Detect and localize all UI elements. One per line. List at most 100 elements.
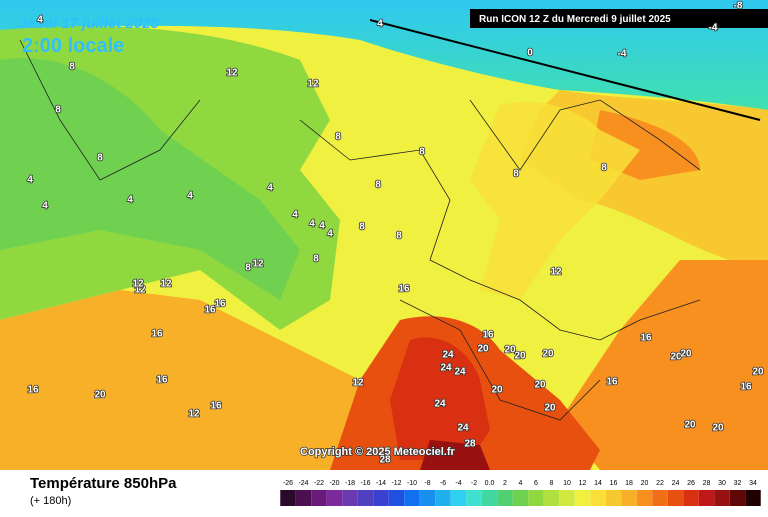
contour-label: 20 xyxy=(670,352,682,363)
color-swatch xyxy=(714,490,730,506)
contour-label: 0 xyxy=(527,48,533,59)
run-info: Run ICON 12 Z du Mercredi 9 juillet 2025 xyxy=(479,14,671,25)
color-swatch xyxy=(698,490,715,506)
contour-label: 16 xyxy=(606,377,618,388)
contour-label: 28 xyxy=(464,439,476,450)
contour-label: 12 xyxy=(252,259,264,270)
contour-label: 4 xyxy=(37,15,43,26)
color-swatch xyxy=(745,490,761,506)
contour-label: 12 xyxy=(550,267,562,278)
color-swatch xyxy=(528,490,544,506)
color-swatch xyxy=(357,490,374,506)
colorbar-label: -24 xyxy=(298,480,308,487)
colorbar-label: -8 xyxy=(424,480,430,487)
contour-label: 20 xyxy=(712,423,724,434)
color-swatch xyxy=(481,490,498,506)
contour-label: 20 xyxy=(544,403,556,414)
contour-label: 24 xyxy=(440,363,452,374)
contour-label: 16 xyxy=(640,333,652,344)
footer-subtitle: (+ 180h) xyxy=(30,495,71,507)
contour-label: 16 xyxy=(156,375,168,386)
contour-label: 12 xyxy=(134,285,146,296)
contour-label: 20 xyxy=(684,420,696,431)
contour-label: 4 xyxy=(27,175,33,186)
color-swatch xyxy=(621,490,637,506)
contour-label: 4 xyxy=(127,195,133,206)
contour-label: 20 xyxy=(94,390,106,401)
contour-label: 8 xyxy=(69,62,75,73)
colorbar-label: 32 xyxy=(734,480,742,487)
colorbar-label: -22 xyxy=(314,480,324,487)
colorbar-label: 26 xyxy=(687,480,695,487)
contour-label: -4 xyxy=(709,23,718,34)
contour-label: 12 xyxy=(160,279,172,290)
contour-label: 20 xyxy=(680,349,692,360)
colorbar-label: -2 xyxy=(471,480,477,487)
color-swatch xyxy=(497,490,513,506)
color-swatch xyxy=(311,490,327,506)
color-swatch xyxy=(559,490,575,506)
contour-label: 8 xyxy=(601,163,607,174)
color-swatch xyxy=(280,490,296,506)
contour-label: 24 xyxy=(442,350,454,361)
color-swatch xyxy=(373,490,389,506)
contour-label: 12 xyxy=(132,279,144,290)
color-swatch xyxy=(652,490,668,506)
contour-label: 8 xyxy=(359,222,365,233)
colorbar-label: 34 xyxy=(749,480,757,487)
color-swatch xyxy=(466,490,482,506)
contour-label: -4 xyxy=(618,49,627,60)
colorbar-label: 28 xyxy=(703,480,711,487)
colorbar-label: 10 xyxy=(563,480,571,487)
contour-label: 8 xyxy=(313,254,319,265)
colorbar-label: -18 xyxy=(345,480,355,487)
contour-label: 20 xyxy=(514,351,526,362)
contour-label: 20 xyxy=(542,349,554,360)
contour-label: 8 xyxy=(396,231,402,242)
contour-label: 8 xyxy=(97,153,103,164)
colorbar-label: -20 xyxy=(329,480,339,487)
contour-label: 20 xyxy=(477,344,489,355)
colorbar-label: -10 xyxy=(407,480,417,487)
color-swatch xyxy=(729,490,746,506)
contour-label: 20 xyxy=(504,345,516,356)
color-swatch xyxy=(435,490,451,506)
contour-label: 8 xyxy=(419,147,425,158)
colorbar-label: 16 xyxy=(610,480,618,487)
colorbar-label: 14 xyxy=(594,480,602,487)
contour-label: 4 xyxy=(42,201,48,212)
contour-label: 16 xyxy=(210,401,222,412)
contour-label: 16 xyxy=(740,382,752,393)
contour-label: 24 xyxy=(457,423,469,434)
colorbar-label: 30 xyxy=(718,480,726,487)
colorbar-label: -14 xyxy=(376,480,386,487)
contour-label: 16 xyxy=(27,385,39,396)
contour-label: 24 xyxy=(454,367,466,378)
contour-label: 8 xyxy=(245,263,251,274)
colorbar-label: 24 xyxy=(672,480,680,487)
contour-label: 8 xyxy=(55,105,61,116)
color-swatch xyxy=(419,490,436,506)
color-swatch xyxy=(342,490,358,506)
contour-label: 8 xyxy=(513,169,519,180)
contour-label: 4 xyxy=(292,210,298,221)
forecast-date: Jeudi 17 juillet 2025 xyxy=(18,15,160,32)
colorbar-label: 6 xyxy=(534,480,538,487)
colorbar-label: -12 xyxy=(391,480,401,487)
map-field xyxy=(0,0,768,470)
colorbar-label: 2 xyxy=(503,480,507,487)
colorbar-label: -6 xyxy=(440,480,446,487)
contour-label: 4 xyxy=(309,219,315,230)
color-swatch xyxy=(543,490,560,506)
colorbar-label: 0.0 xyxy=(485,480,495,487)
contour-label: 12 xyxy=(188,409,200,420)
contour-label: 20 xyxy=(491,385,503,396)
color-swatch xyxy=(683,490,699,506)
contour-label: 16 xyxy=(204,305,216,316)
colorbar: -26 -24 -22 -20 -18 -16 -14 -12 -10 -8 -6 -4 -2 0.0 2 4… xyxy=(280,480,761,506)
contour-label: 16 xyxy=(151,329,163,340)
contour-label: 4 xyxy=(187,191,193,202)
